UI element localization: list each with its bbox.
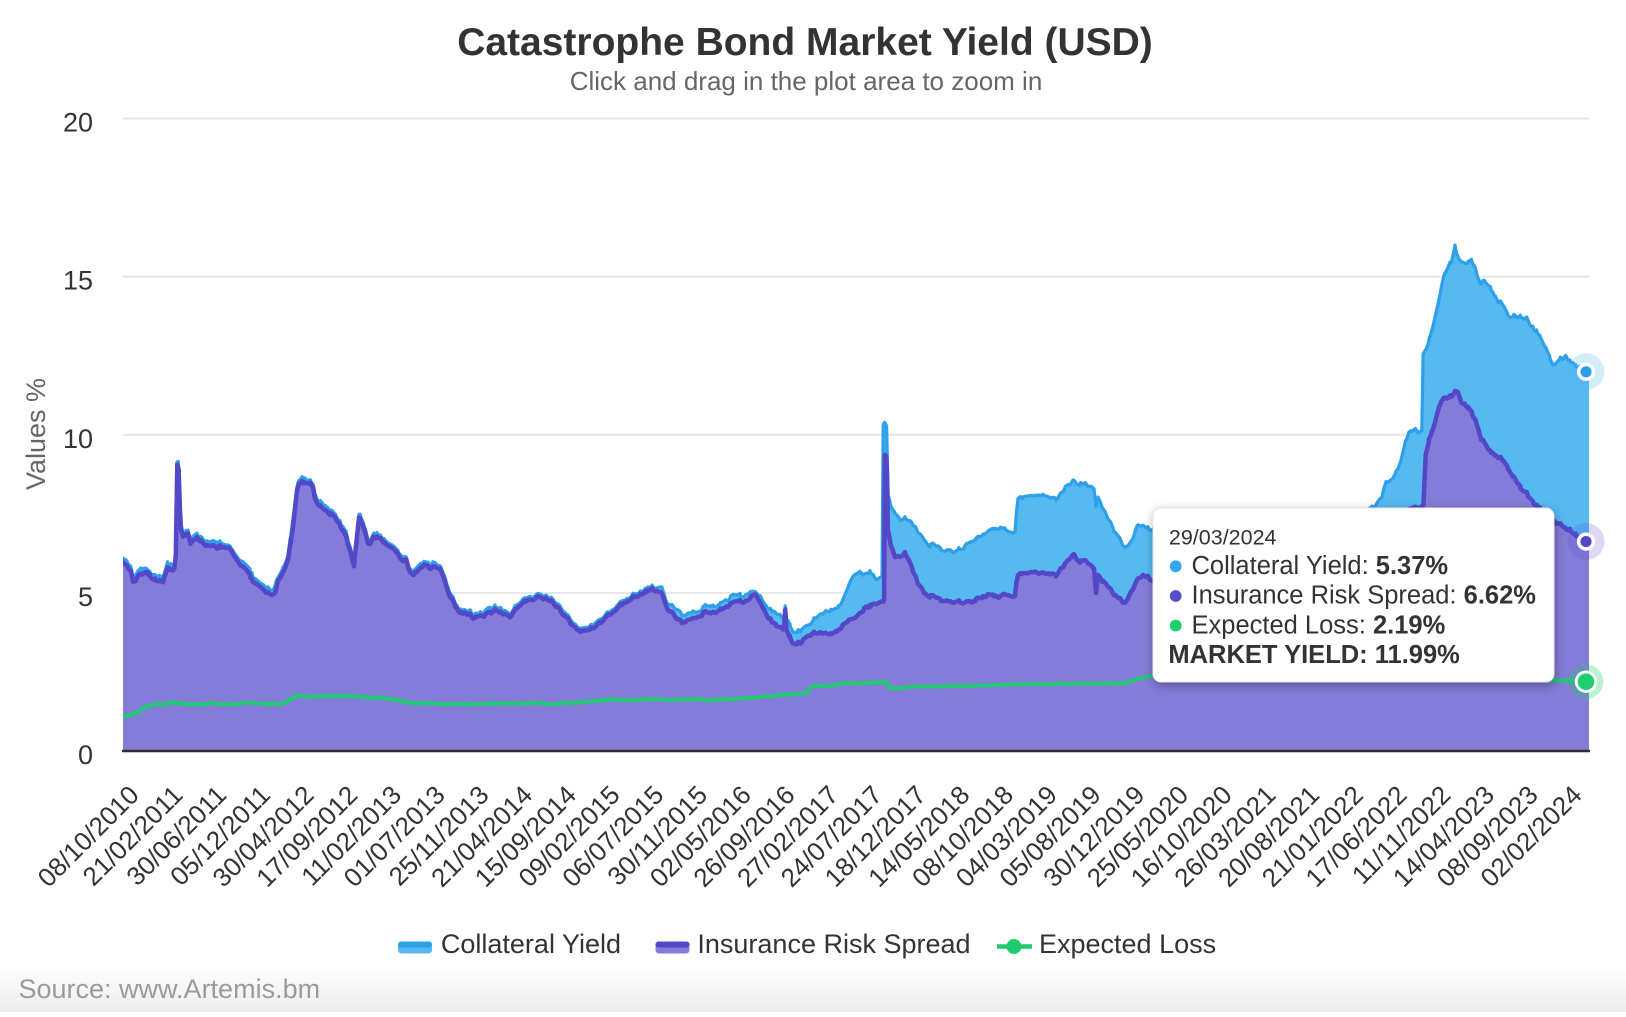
svg-text:MARKET YIELD: 11.99%: MARKET YIELD: 11.99% <box>1168 641 1459 669</box>
svg-text:Insurance Risk Spread: 6.62%: Insurance Risk Spread: 6.62% <box>1192 582 1536 610</box>
svg-text:20: 20 <box>63 108 93 138</box>
svg-text:Insurance Risk Spread: Insurance Risk Spread <box>697 929 970 959</box>
svg-text:Expected Loss: 2.19%: Expected Loss: 2.19% <box>1192 611 1446 639</box>
svg-text:Expected Loss: Expected Loss <box>1039 929 1216 959</box>
svg-text:Collateral Yield: Collateral Yield <box>441 929 621 959</box>
svg-text:Collateral Yield: 5.37%: Collateral Yield: 5.37% <box>1192 552 1449 580</box>
svg-text:0: 0 <box>78 740 93 770</box>
svg-text:5: 5 <box>78 582 93 612</box>
svg-text:Catastrophe Bond Market Yield: Catastrophe Bond Market Yield (USD) <box>457 21 1153 64</box>
svg-text:Click and drag in the plot are: Click and drag in the plot area to zoom … <box>570 66 1043 96</box>
svg-text:29/03/2024: 29/03/2024 <box>1169 526 1277 550</box>
svg-text:Source: www.Artemis.bm: Source: www.Artemis.bm <box>19 974 321 1004</box>
svg-text:15: 15 <box>63 266 93 296</box>
svg-text:Values %: Values % <box>21 378 51 490</box>
svg-text:10: 10 <box>63 424 93 454</box>
